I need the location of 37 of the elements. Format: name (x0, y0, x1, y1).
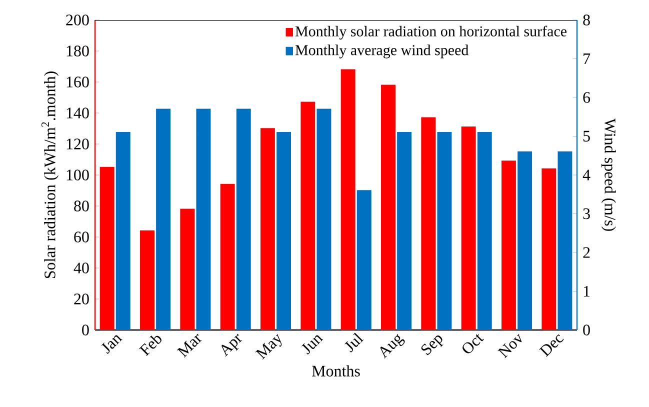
y-tick-label: 20 (74, 294, 89, 304)
x-tick-label: Oct (462, 334, 484, 354)
y2-tick-label: 0 (583, 324, 590, 336)
y-tick-label: 60 (74, 232, 89, 242)
legend-label: Monthly solar radiation on horizontal surface (295, 26, 567, 40)
x-tick-label: Aug (380, 334, 405, 359)
legend-label: Monthly average wind speed (295, 44, 469, 58)
x-axis-title: Months (312, 365, 360, 376)
x-tick-label: Apr (221, 334, 242, 357)
y-tick-label: 160 (66, 76, 89, 88)
y-axis-title: Solar radiation (kWh/m$^{2}$.month) (42, 72, 59, 278)
x-tick-label: Jul (344, 332, 364, 352)
x-tick-label: Sep (421, 336, 444, 356)
x-tick-label: Mar (176, 334, 202, 358)
x-tick-label: May (255, 334, 282, 360)
y-tick-label: 100 (66, 170, 89, 180)
y-tick-label: 80 (74, 200, 89, 212)
x-tick-label: Nov (498, 334, 522, 358)
y2-axis-title: Wind speed (m/s) (601, 118, 616, 231)
y-tick-label: 0 (82, 324, 89, 336)
y2-tick-label: 6 (583, 92, 590, 103)
y-tick-label: 180 (66, 46, 89, 56)
y-tick-label: 200 (66, 14, 89, 26)
y-tick-label: 120 (66, 138, 89, 150)
y-tick-label: 40 (74, 262, 89, 274)
y2-tick-label: 2 (583, 247, 590, 258)
y2-tick-label: 3 (583, 208, 590, 220)
y2-tick-label: 8 (583, 14, 590, 26)
x-tick-label: Jun (302, 335, 324, 354)
y2-tick-label: 5 (583, 130, 590, 142)
y2-tick-label: 7 (584, 54, 590, 64)
y-tick-label: 140 (66, 108, 89, 118)
y2-tick-label: 1 (584, 286, 590, 297)
y2-tick-label: 4 (582, 170, 590, 180)
x-tick-label: Feb (139, 336, 162, 356)
x-tick-label: Jan (101, 335, 122, 354)
x-tick-label: Dec (539, 334, 564, 357)
